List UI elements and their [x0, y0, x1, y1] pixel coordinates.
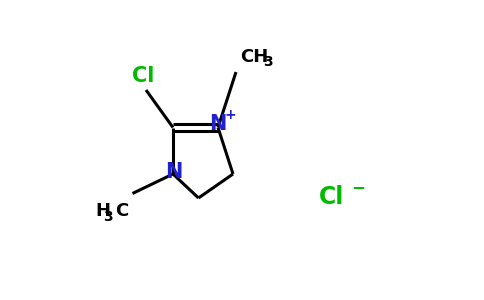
Text: 3: 3 — [104, 210, 113, 224]
Text: 3: 3 — [263, 56, 272, 69]
Text: N: N — [209, 115, 227, 134]
Text: Cl: Cl — [132, 67, 154, 86]
Text: Cl: Cl — [318, 184, 344, 208]
Text: N: N — [165, 163, 182, 182]
Text: H: H — [95, 202, 110, 220]
Text: CH: CH — [241, 48, 269, 66]
Text: −: − — [351, 178, 365, 196]
Text: +: + — [224, 108, 236, 122]
Text: C: C — [115, 202, 128, 220]
